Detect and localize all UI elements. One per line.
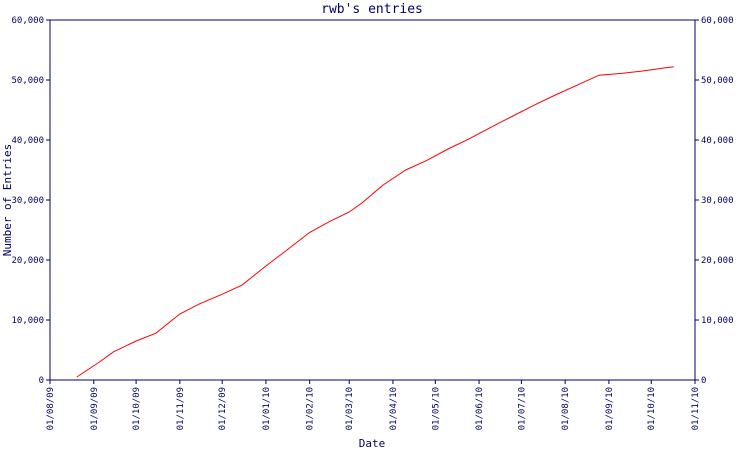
plot-border: [49, 19, 696, 381]
plot-frame: [49, 19, 696, 381]
y-axis-right: 0 10,000 20,000 30,000 40,000 50,000 60,000: [695, 16, 734, 386]
y-tick-label-right: 30,000: [701, 196, 734, 206]
x-tick-label: 01/10/09: [132, 387, 142, 430]
x-axis: 01/08/09 01/09/09 01/10/09 01/11/09 01/12/09…: [46, 380, 701, 430]
chart-title: rwb's entries: [321, 2, 423, 17]
y-tick-label-right: 10,000: [701, 316, 734, 326]
x-tick-label: 01/12/09: [218, 387, 228, 430]
x-tick-label: 01/04/10: [389, 387, 399, 430]
y-tick-label-right: 40,000: [701, 136, 734, 146]
x-tick-label: 01/08/09: [46, 387, 56, 430]
x-tick-label: 01/09/09: [90, 387, 100, 430]
y-tick-label-left: 0: [39, 376, 44, 386]
y-tick-label-left: 50,000: [11, 76, 44, 86]
y-axis-label: Number of Entries: [1, 144, 14, 257]
x-tick-label: 01/07/10: [517, 387, 527, 430]
x-tick-label: 01/08/10: [561, 387, 571, 430]
y-tick-label-left: 60,000: [11, 16, 44, 26]
y-tick-label-right: 20,000: [701, 256, 734, 266]
x-tick-label: 01/11/10: [691, 387, 701, 430]
x-tick-label: 01/11/09: [176, 387, 186, 430]
y-tick-label-left: 10,000: [11, 316, 44, 326]
x-tick-label: 01/09/10: [605, 387, 615, 430]
x-tick-label: 01/01/10: [262, 387, 272, 430]
y-tick-label-right: 60,000: [701, 16, 734, 26]
y-axis-left: 0 10,000 20,000 30,000 40,000 50,000 60,000: [11, 16, 50, 386]
y-tick-label-right: 0: [701, 376, 706, 386]
x-tick-label: 01/06/10: [475, 387, 485, 430]
x-tick-label: 01/05/10: [431, 387, 441, 430]
x-tick-label: 01/02/10: [306, 387, 316, 430]
y-tick-label-left: 30,000: [11, 196, 44, 206]
x-tick-label: 01/10/10: [647, 387, 657, 430]
y-tick-label-left: 40,000: [11, 136, 44, 146]
series-line: [76, 66, 674, 378]
y-tick-label-left: 20,000: [11, 256, 44, 266]
x-axis-label: Date: [359, 437, 386, 450]
y-tick-label-right: 50,000: [701, 76, 734, 86]
x-tick-label: 01/03/10: [345, 387, 355, 430]
